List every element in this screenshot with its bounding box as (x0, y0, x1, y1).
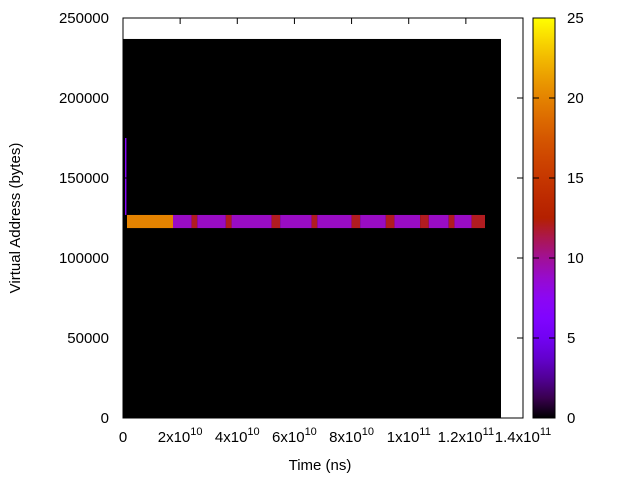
heat-cell (271, 214, 281, 229)
x-tick-label: 1.2x1011 (438, 426, 494, 446)
heat-cell (360, 214, 386, 229)
x-tick-base: 1.2x10 (438, 429, 483, 446)
heat-cell (280, 214, 312, 229)
x-tick-exp: 11 (419, 426, 430, 438)
heat-cell (471, 214, 485, 229)
y-tick-label: 100000 (59, 250, 109, 267)
heat-cell (428, 214, 449, 229)
heat-cell (351, 214, 361, 229)
x-tick-label: 2x1010 (158, 426, 203, 446)
heat-cell (317, 214, 352, 229)
x-axis-label: Time (ns) (289, 457, 352, 474)
heat-cell (173, 214, 192, 229)
heat-cell (420, 214, 429, 229)
x-tick-exp: 10 (362, 426, 374, 438)
x-tick-exp: 11 (483, 426, 494, 438)
colorbar-tick-label: 10 (567, 250, 584, 267)
heat-cell (125, 138, 127, 215)
heat-cell (127, 214, 173, 229)
heat-cell (225, 214, 232, 229)
y-tick-label: 250000 (59, 10, 109, 27)
x-tick-base: 4x10 (215, 429, 248, 446)
x-tick-label: 6x1010 (272, 426, 317, 446)
heat-cell (197, 214, 226, 229)
y-axis-label: Virtual Address (bytes) (7, 143, 24, 294)
x-tick-label: 8x1010 (329, 426, 374, 446)
x-tick-exp: 11 (540, 426, 551, 438)
x-tick-exp: 10 (190, 426, 202, 438)
heat-cell (191, 214, 198, 229)
x-tick-base: 6x10 (272, 429, 305, 446)
heat-cell (394, 214, 421, 229)
y-tick-label: 150000 (59, 170, 109, 187)
colorbar-tick-label: 20 (567, 90, 584, 107)
y-tick-label: 200000 (59, 90, 109, 107)
x-tick-exp: 10 (305, 426, 317, 438)
colorbar-tick-label: 0 (567, 410, 575, 427)
heat-cell (123, 38, 501, 419)
y-tick-label: 50000 (67, 330, 109, 347)
y-tick-label: 0 (101, 410, 109, 427)
colorbar-tick-label: 25 (567, 10, 584, 27)
x-tick-base: 1.4x10 (495, 429, 540, 446)
colorbar-tick-label: 5 (567, 330, 575, 347)
heat-cell (454, 214, 472, 229)
x-tick-label: 0 (119, 429, 127, 446)
x-tick-exp: 10 (247, 426, 259, 438)
x-tick-base: 1x10 (387, 429, 420, 446)
heat-cell (311, 214, 318, 229)
colorbar (532, 17, 556, 419)
x-tick-label: 1x1011 (387, 426, 431, 446)
x-tick-label: 4x1010 (215, 426, 260, 446)
colorbar-tick-label: 15 (567, 170, 584, 187)
heat-cell (385, 214, 395, 229)
x-tick-base: 2x10 (158, 429, 191, 446)
x-tick-base: 8x10 (329, 429, 362, 446)
plot-border (122, 17, 524, 419)
heat-cell (448, 214, 455, 229)
x-tick-label: 1.4x1011 (495, 426, 551, 446)
heat-cell (231, 214, 272, 229)
